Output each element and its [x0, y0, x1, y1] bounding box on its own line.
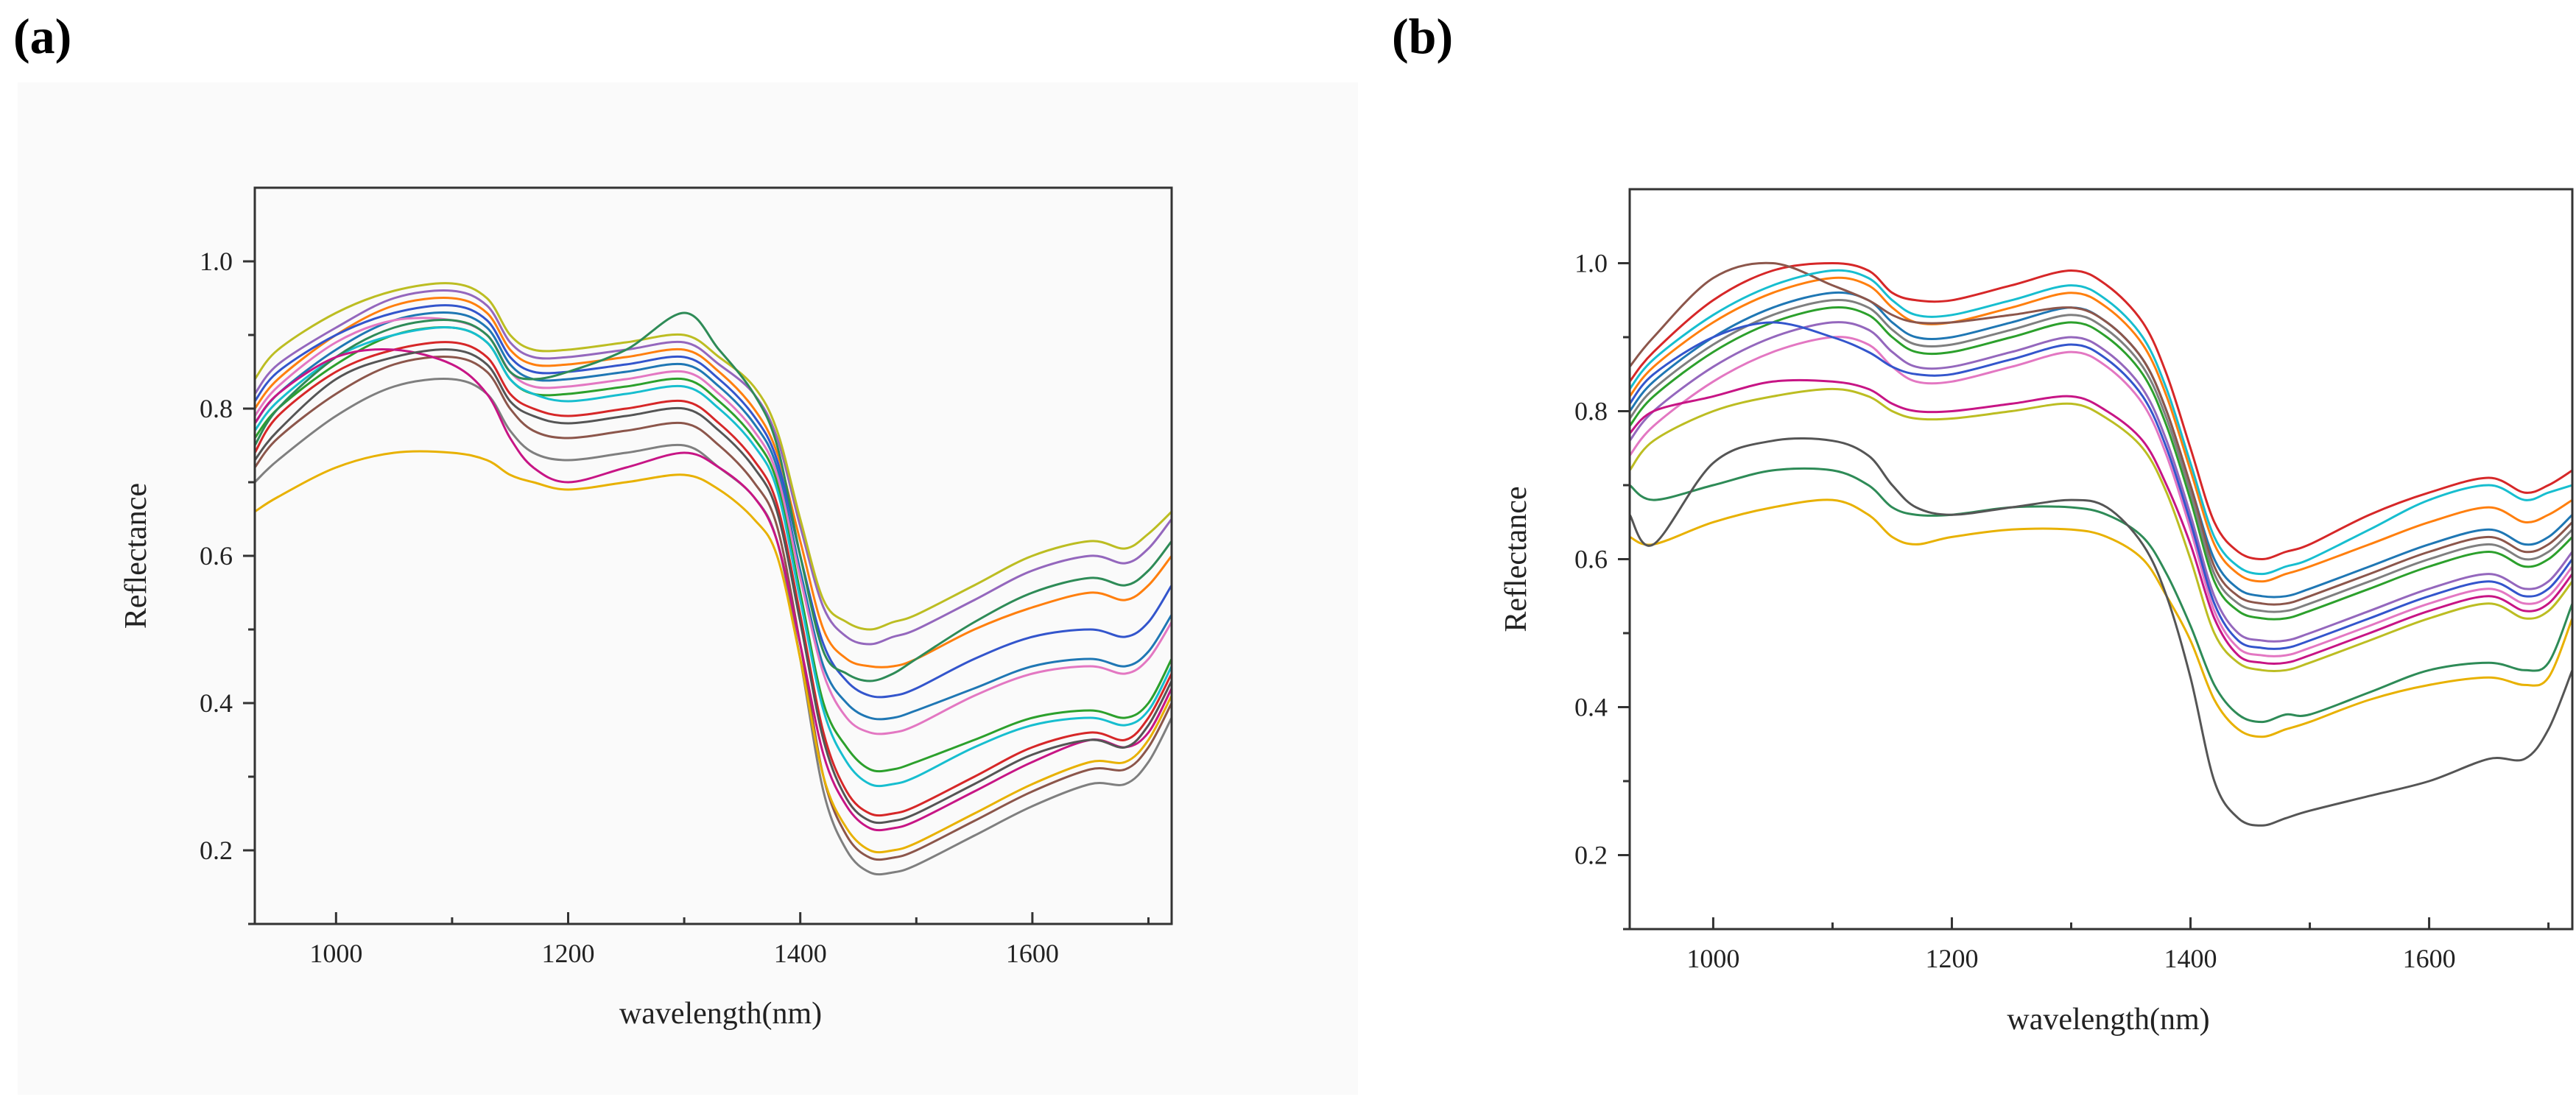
spectrum-line-b-3 — [1630, 306, 2572, 621]
spectrum-line-b-13 — [1630, 467, 2572, 724]
spectrum-line-b-14 — [1630, 378, 2572, 665]
spectrum-line-b-9 — [1630, 387, 2572, 672]
chart-b: 1000 1200 1400 1600 0.2 0.4 0.6 0.8 1.0 wavelengt… — [1499, 188, 2574, 1037]
x-tick-label-b-1600: 1600 — [2403, 944, 2456, 973]
panel-label-a: (a) — [13, 8, 71, 64]
spectrum-line-b-10 — [1630, 269, 2572, 576]
spectrum-line-a-4 — [255, 341, 1172, 817]
spectrum-line-a-14 — [255, 347, 1172, 832]
spectrum-line-b-15 — [1630, 437, 2572, 827]
x-tick-label-a-1400: 1400 — [774, 939, 827, 968]
spectrum-line-a-10 — [255, 326, 1172, 788]
spectrum-line-b-11 — [1630, 321, 2572, 650]
spectrum-line-a-1 — [255, 311, 1172, 721]
spectrum-line-b-8 — [1630, 298, 2572, 613]
x-tick-label-b-1200: 1200 — [1925, 944, 1978, 973]
spectrum-line-a-11 — [255, 304, 1172, 699]
y-tick-label-a-3: 0.8 — [200, 394, 233, 423]
spectrum-line-b-4 — [1630, 262, 2572, 560]
y-tick-label-a-2: 0.6 — [200, 541, 233, 571]
y-tick-label-b-4: 1.0 — [1574, 249, 1608, 278]
y-axis-title-b: Reflectance — [1499, 486, 1533, 632]
y-tick-label-a-1: 0.4 — [200, 688, 233, 718]
spectrum-line-a-2 — [255, 297, 1172, 668]
spectrum-line-a-15 — [255, 348, 1172, 825]
y-tick-label-b-3: 0.8 — [1574, 397, 1608, 426]
y-tick-label-b-1: 0.4 — [1574, 693, 1608, 722]
x-axis-title-b: wavelength(nm) — [2007, 1003, 2209, 1037]
x-axis-title-a: wavelength(nm) — [619, 997, 822, 1031]
panel-b-background — [1443, 82, 2566, 1095]
spectrum-line-b-12 — [1630, 498, 2572, 738]
y-tick-label-b-2: 0.6 — [1574, 545, 1608, 574]
spectrum-line-b-2 — [1630, 276, 2572, 583]
x-tick-label-a-1200: 1200 — [542, 939, 595, 968]
spectrum-line-a-13 — [255, 311, 1172, 682]
y-axis-title-a: Reflectance — [119, 483, 153, 629]
spectrum-line-b-5 — [1630, 321, 2572, 643]
x-tick-label-a-1600: 1600 — [1006, 939, 1059, 968]
panel-label-b: (b) — [1392, 8, 1453, 64]
y-tick-label-a-0: 0.2 — [200, 836, 233, 865]
spectrum-line-b-6 — [1630, 261, 2572, 606]
spectrum-line-a-9 — [255, 282, 1172, 631]
y-tick-label-a-4: 1.0 — [200, 247, 233, 276]
spectrum-line-a-5 — [255, 289, 1172, 646]
x-tick-label-a-1000: 1000 — [309, 939, 362, 968]
panel-a-background — [18, 82, 1358, 1095]
series-group-b — [1630, 261, 2572, 827]
spectrum-line-a-6 — [255, 356, 1172, 861]
y-tick-label-b-0: 0.2 — [1574, 841, 1608, 870]
x-tick-label-b-1000: 1000 — [1686, 944, 1739, 973]
series-group-a — [255, 282, 1172, 876]
spectrum-line-a-12 — [255, 450, 1172, 854]
x-tick-label-b-1400: 1400 — [2164, 944, 2217, 973]
chart-a: 1000 1200 1400 1600 0.2 0.4 0.6 0.8 1.0 wavelengt… — [119, 186, 1173, 1031]
